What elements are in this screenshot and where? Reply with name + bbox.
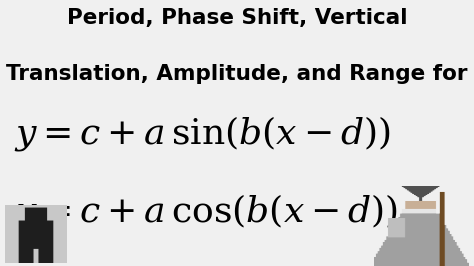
Text: Period, Phase Shift, Vertical: Period, Phase Shift, Vertical <box>67 8 407 28</box>
Text: $y = c + a\,\cos(b(x - d))$: $y = c + a\,\cos(b(x - d))$ <box>14 192 398 231</box>
Text: Translation, Amplitude, and Range for: Translation, Amplitude, and Range for <box>6 64 468 84</box>
Text: $y = c + a\,\sin(b(x - d))$: $y = c + a\,\sin(b(x - d))$ <box>14 114 391 153</box>
